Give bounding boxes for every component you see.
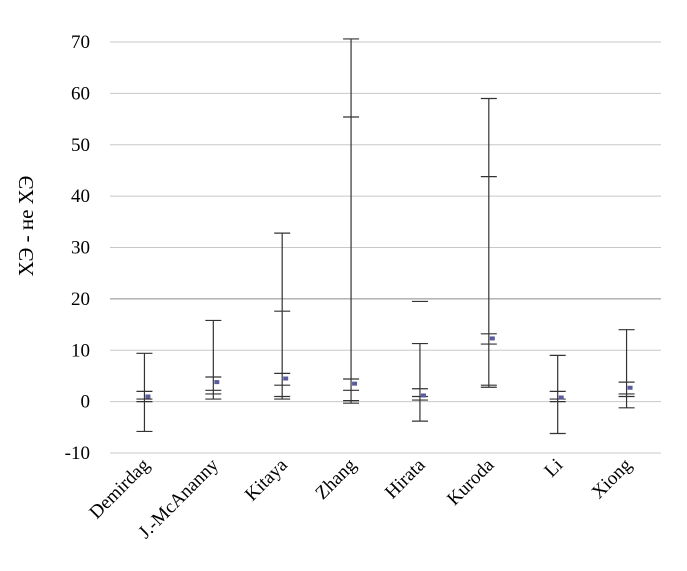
mean-marker	[627, 385, 633, 390]
plot-area	[136, 38, 635, 435]
x-tick-label: Hirata	[381, 454, 430, 503]
x-tick-label: Zhang	[311, 454, 361, 504]
x-tick-label: Kitaya	[241, 454, 292, 505]
y-axis-label: ХЭ - не ХЭ	[14, 176, 38, 277]
box-5	[480, 97, 497, 388]
x-tick-label: Xiong	[588, 454, 637, 503]
y-tick-label: 10	[71, 340, 90, 361]
mean-marker	[283, 376, 289, 381]
mean-marker	[145, 394, 151, 399]
box-1	[205, 319, 222, 400]
box-2	[274, 232, 291, 400]
mean-marker	[420, 393, 426, 398]
y-tick-label: 70	[71, 32, 90, 53]
mean-marker	[558, 395, 564, 400]
y-tick-labels: -10 0 10 20 30 40 50 60 70	[65, 32, 90, 464]
x-tick-label: Li	[540, 455, 567, 482]
gridlines	[110, 41, 661, 454]
mean-marker	[489, 336, 495, 341]
x-tick-label: Demirdag	[85, 454, 154, 523]
x-tick-label: Kuroda	[443, 454, 499, 510]
box-4	[411, 300, 428, 422]
box-3	[343, 38, 360, 404]
y-tick-label: 40	[71, 186, 90, 207]
y-tick-label: 0	[81, 392, 91, 413]
y-tick-label: 50	[71, 135, 90, 156]
y-tick-label: 30	[71, 238, 90, 259]
box-6	[549, 354, 566, 435]
box-0	[136, 352, 153, 433]
y-tick-label: 20	[71, 289, 90, 310]
mean-marker	[352, 381, 358, 386]
y-tick-label: 60	[71, 83, 90, 104]
y-tick-label: -10	[65, 443, 90, 464]
mean-marker	[214, 380, 220, 385]
box-7	[618, 329, 635, 409]
